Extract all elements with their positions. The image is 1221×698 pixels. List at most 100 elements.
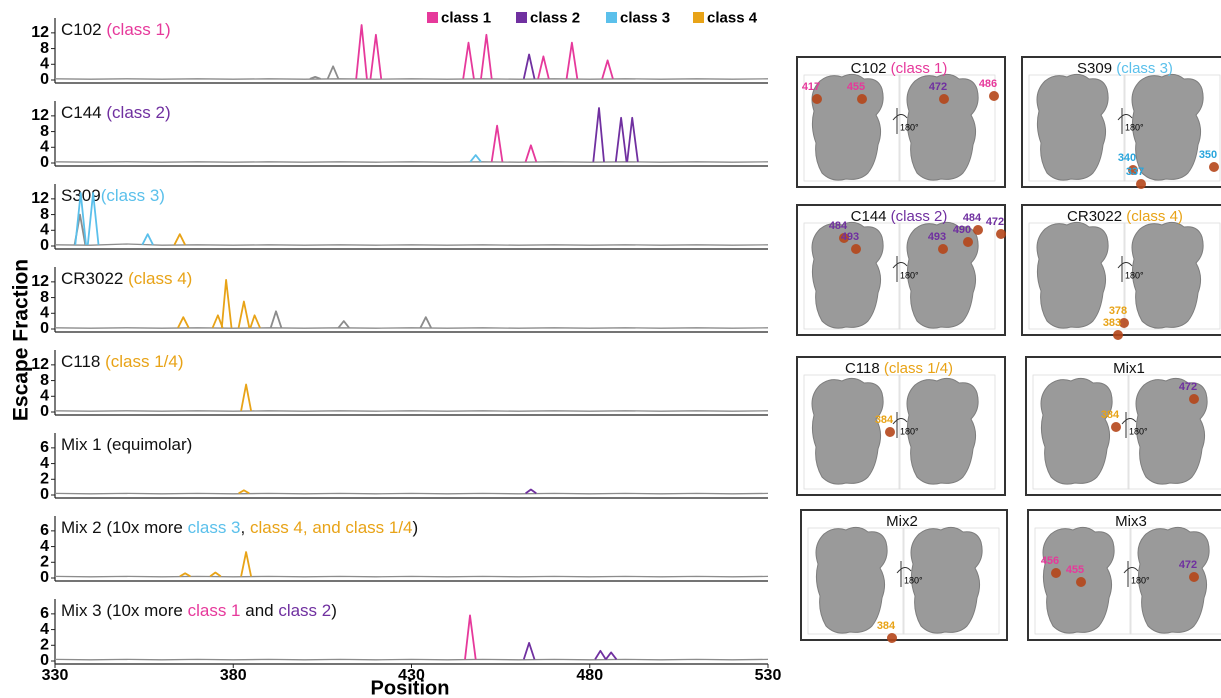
residue-site xyxy=(1076,577,1086,587)
legend-swatch xyxy=(693,12,704,23)
y-tick-label: 4 xyxy=(40,139,49,156)
line xyxy=(239,490,250,493)
title-part: (class 1) xyxy=(891,60,948,77)
y-tick-label: 12 xyxy=(31,356,49,373)
rotation-label: 180° xyxy=(900,270,919,280)
x-tick-label: 380 xyxy=(220,667,247,684)
line xyxy=(210,573,221,577)
line xyxy=(593,108,604,162)
y-tick-label: 12 xyxy=(31,107,49,124)
line xyxy=(174,234,185,245)
residue-site xyxy=(812,94,822,104)
protein-surface xyxy=(816,527,887,633)
line xyxy=(241,385,251,411)
title-part: class 4, and class 1/4 xyxy=(250,518,413,537)
residue-site xyxy=(963,237,973,247)
y-tick-label: 2 xyxy=(40,471,49,488)
y-tick-label: 8 xyxy=(40,206,49,223)
title-part: Mix3 xyxy=(1115,513,1147,530)
y-tick-label: 12 xyxy=(31,190,49,207)
line xyxy=(420,317,431,328)
line xyxy=(271,311,282,328)
y-tick-label: 2 xyxy=(40,637,49,654)
x-tick-label: 330 xyxy=(42,667,69,684)
y-tick-label: 0 xyxy=(40,320,49,337)
y-tick-label: 8 xyxy=(40,289,49,306)
residue-label: 455 xyxy=(847,81,865,93)
residue-site xyxy=(1051,568,1061,578)
title-part: (class 1) xyxy=(106,20,170,39)
y-tick-label: 4 xyxy=(40,222,49,239)
title-part: ) xyxy=(331,601,337,620)
y-tick-label: 8 xyxy=(40,123,49,140)
y-tick-label: 0 xyxy=(40,569,49,586)
line xyxy=(250,315,260,328)
residue-label: 472 xyxy=(986,216,1004,228)
y-tick-label: 4 xyxy=(40,621,49,638)
title-part: CR3022 xyxy=(61,269,128,288)
residue-site xyxy=(1189,572,1199,582)
rotation-label: 180° xyxy=(1125,270,1144,280)
line xyxy=(465,615,476,659)
title: C118 (class 1/4) xyxy=(845,360,953,377)
line xyxy=(241,552,251,576)
title-part: C102 xyxy=(851,60,891,77)
title: S309(class 3) xyxy=(61,186,165,205)
x-tick-label: 430 xyxy=(398,667,425,684)
title: Mix3 xyxy=(1115,513,1147,530)
y-tick-label: 0 xyxy=(40,237,49,254)
y-tick-label: 6 xyxy=(40,522,49,539)
legend-label: class 1 xyxy=(441,9,491,26)
residue-label: 417 xyxy=(802,81,820,93)
line xyxy=(524,55,535,79)
residue-site xyxy=(1136,179,1146,189)
figure: Escape Fraction Position class 1class 2c… xyxy=(0,0,1221,698)
y-tick-label: 4 xyxy=(40,538,49,555)
title-part: class 1 xyxy=(188,601,241,620)
line xyxy=(142,234,153,245)
residue-label: 456 xyxy=(1041,555,1059,567)
legend-swatch xyxy=(606,12,617,23)
line xyxy=(222,280,232,328)
title-part: ) xyxy=(413,518,419,537)
residue-label: 493 xyxy=(928,231,946,243)
legend-label: class 4 xyxy=(707,9,758,26)
line xyxy=(371,35,382,79)
residue-site xyxy=(857,94,867,104)
residue-site xyxy=(996,229,1006,239)
x-tick-label: 480 xyxy=(576,667,603,684)
residue-label: 384 xyxy=(877,620,896,632)
title-part: C144 xyxy=(851,208,891,225)
residue-label: 340 xyxy=(1118,152,1136,164)
y-tick-label: 12 xyxy=(31,273,49,290)
residue-site xyxy=(938,244,948,254)
residue-label: 383 xyxy=(1103,317,1121,329)
title-part: Mix1 xyxy=(1113,360,1145,377)
title-part: S309 xyxy=(1077,60,1116,77)
legend-label: class 2 xyxy=(530,9,580,26)
title: CR3022 (class 4) xyxy=(1067,208,1183,225)
y-tick-label: 4 xyxy=(40,455,49,472)
title-part: CR3022 xyxy=(1067,208,1126,225)
title-part: (class 2) xyxy=(891,208,948,225)
title: S309 (class 3) xyxy=(1077,60,1173,77)
title-part: Mix 3 (10x more xyxy=(61,601,188,620)
title-part: Mix2 xyxy=(886,513,918,530)
line xyxy=(492,126,503,162)
title: C118 (class 1/4) xyxy=(61,352,184,371)
legend-label: class 3 xyxy=(620,9,670,26)
residue-site xyxy=(1113,330,1123,340)
title-part: C102 xyxy=(61,20,106,39)
line xyxy=(526,145,537,162)
y-tick-label: 6 xyxy=(40,605,49,622)
title-part: (class 4) xyxy=(128,269,192,288)
line xyxy=(328,66,339,79)
protein-surface xyxy=(812,378,883,484)
legend-swatch xyxy=(427,12,438,23)
residue-site xyxy=(851,244,861,254)
title-part: (class 1/4) xyxy=(105,352,183,371)
title-part: Mix 2 (10x more xyxy=(61,518,188,537)
residue-label: 472 xyxy=(1179,559,1197,571)
residue-site xyxy=(885,427,895,437)
title-part: (class 1/4) xyxy=(884,360,953,377)
